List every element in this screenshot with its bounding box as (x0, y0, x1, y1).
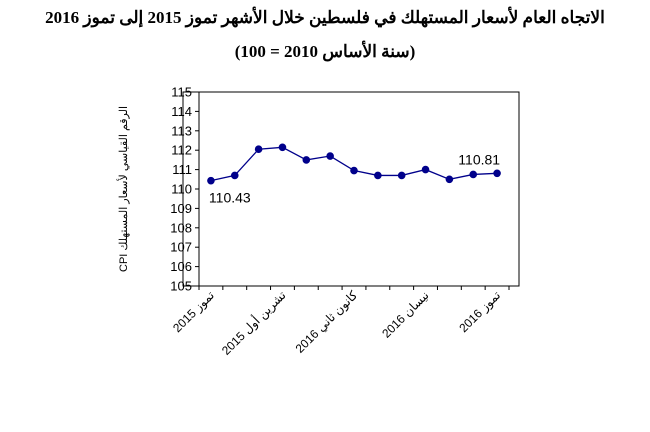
y-tick-label: 105 (170, 279, 192, 294)
y-tick-label: 106 (170, 259, 192, 274)
x-tick-label: تموز 2016 (456, 288, 503, 335)
data-point (254, 145, 263, 154)
y-tick-label: 108 (170, 220, 192, 235)
data-point (445, 175, 454, 184)
data-point (302, 156, 311, 164)
series-markers (207, 143, 501, 185)
data-point (421, 165, 430, 174)
series-line (210, 146, 498, 182)
data-point (230, 171, 239, 180)
data-label: 110.81 (458, 151, 500, 167)
y-tick-label: 115 (171, 85, 192, 100)
data-point (207, 176, 215, 185)
x-tick-label: كانون ثاني 2016 (293, 288, 361, 356)
y-tick-label: 110 (171, 182, 192, 197)
data-label: 110.43 (209, 190, 251, 206)
data-point (374, 171, 382, 180)
x-tick-label: نيسان 2016 (379, 288, 431, 340)
data-point (350, 166, 358, 175)
y-tick-label: 114 (171, 104, 192, 119)
data-point (469, 170, 478, 179)
y-ticks: 105 106 107 108 109 110 111 112 113 114 115 (170, 85, 199, 294)
data-point (397, 171, 406, 180)
data-point (278, 143, 287, 152)
x-tick-label: تموز 2015 (170, 288, 217, 335)
y-tick-label: 109 (170, 201, 192, 216)
y-tick-label: 111 (172, 162, 192, 177)
y-tick-label: 113 (171, 123, 192, 138)
y-tick-label: 107 (170, 240, 192, 255)
chart-subtitle: (سنة الأساس 2010 = 100) (234, 42, 416, 61)
chart-title: الاتجاه العام لأسعار المستهلك في فلسطين … (45, 8, 605, 27)
y-axis-label: الرقم القياسي لأسعار المستهلك CPI (116, 106, 130, 272)
y-tick-label: 112 (171, 143, 192, 158)
data-point (326, 152, 334, 160)
data-point (493, 169, 501, 178)
x-tick-label: تشرين أول 2015 (218, 288, 288, 358)
data-labels: 110.43 110.81 (209, 151, 500, 205)
